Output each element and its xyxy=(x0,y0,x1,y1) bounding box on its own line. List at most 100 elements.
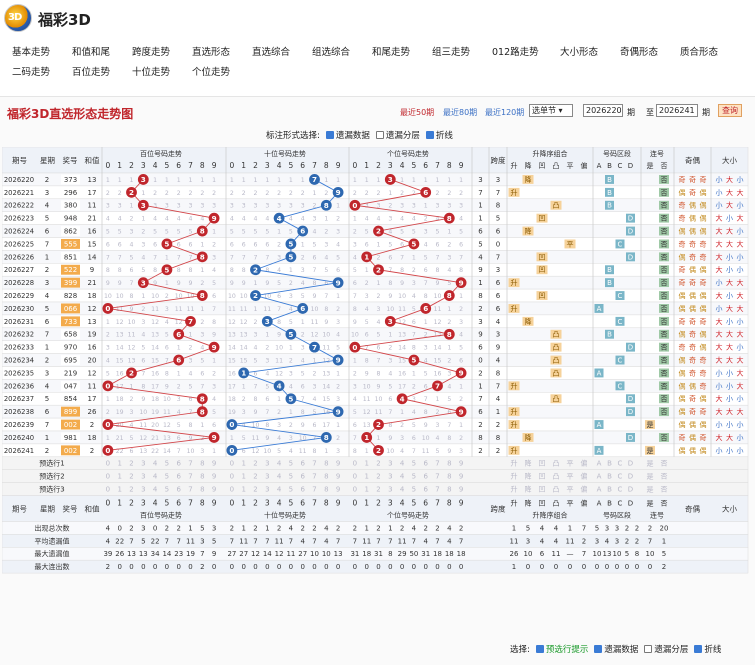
display-option-checkbox-1[interactable] xyxy=(375,131,384,139)
miss-cell: 2 xyxy=(200,190,204,197)
miss-cell: 1 xyxy=(412,370,416,377)
miss-cell: 11 xyxy=(116,306,124,313)
range-select[interactable]: 选单节 ▾ xyxy=(529,104,573,117)
footer-option-option-1[interactable]: 遗漏数据 xyxy=(604,645,639,655)
header-bottom-consec-title: 连号 xyxy=(650,511,664,520)
span-cell: 7 xyxy=(496,382,500,390)
nav-item-1[interactable]: 和值和尾 xyxy=(72,47,111,58)
footer-option-checkbox-3[interactable] xyxy=(694,645,703,653)
range-last-80[interactable]: 最近80期 xyxy=(443,108,478,117)
from-issue-input[interactable]: 2026220 xyxy=(583,104,623,117)
nav-item-8[interactable]: 012路走势 xyxy=(492,47,539,58)
zone-mark xyxy=(605,200,614,210)
to-issue-input[interactable]: 2026241 xyxy=(656,104,698,117)
prize-bg xyxy=(61,251,80,262)
miss-cell: 5 xyxy=(242,228,246,235)
consec-mark xyxy=(659,200,669,210)
footer-option-checkbox-2[interactable] xyxy=(644,645,653,653)
preselect-updown: 升 xyxy=(511,459,518,468)
miss-cell: 5 xyxy=(388,241,392,248)
miss-cell: 4 xyxy=(412,216,416,223)
miss-cell: 16 xyxy=(398,370,406,377)
stats-ge: 7 xyxy=(435,537,439,545)
miss-cell: 3 xyxy=(165,306,169,313)
miss-cell: 15 xyxy=(322,396,330,403)
miss-cell: 14 xyxy=(151,345,159,352)
miss-cell: 1 xyxy=(353,216,357,223)
footer-option-checkbox-1[interactable] xyxy=(594,645,603,653)
display-options: 标注形式选择: 遗漏数据 遗漏分层 折线 xyxy=(266,129,453,141)
updown-mark xyxy=(536,291,548,300)
display-option-option-1[interactable]: 遗漏分层 xyxy=(385,131,420,141)
issue-cell: 2026238 xyxy=(4,408,34,416)
ball-shi xyxy=(273,380,285,392)
nav-item-4[interactable]: 直选综合 xyxy=(252,47,291,58)
range-last-50[interactable]: 最近50期 xyxy=(400,108,435,117)
ball-digit: 4 xyxy=(277,381,282,390)
header-bottom-digit: 7 xyxy=(312,499,317,508)
zone-cell: D xyxy=(628,395,633,403)
miss-cell: 12 xyxy=(363,409,371,416)
miss-cell: 4 xyxy=(177,409,181,416)
ball-digit: 0 xyxy=(105,420,110,429)
ball-digit: 6 xyxy=(300,227,305,236)
nav-item-14[interactable]: 十位走势 xyxy=(132,67,171,78)
footer-option-option-3[interactable]: 折线 xyxy=(704,645,722,655)
footer-option-option-2[interactable]: 遗漏分层 xyxy=(654,645,689,655)
ball-shi xyxy=(332,186,344,198)
span-cell: 5 xyxy=(496,215,500,223)
miss-cell: 6 xyxy=(177,241,181,248)
nav-item-11[interactable]: 质合形态 xyxy=(680,47,719,58)
nav-item-7[interactable]: 组三走势 xyxy=(432,47,471,58)
ball-digit: 2 xyxy=(129,369,134,378)
nav-item-12[interactable]: 二码走势 xyxy=(12,67,51,78)
prize-bg xyxy=(61,329,80,340)
miss-cell: 10 xyxy=(116,293,124,300)
miss-cell: 2 xyxy=(336,306,340,313)
bigsmall-cell: 小 xyxy=(726,317,733,326)
ball-digit: 5 xyxy=(288,394,293,403)
miss-cell: 17 xyxy=(151,383,159,390)
miss-cell: 4 xyxy=(365,306,369,313)
display-option-option-2[interactable]: 折线 xyxy=(435,131,453,141)
week-cell: 4 xyxy=(45,202,50,210)
miss-cell: 4 xyxy=(301,216,305,223)
miss-cell: 1 xyxy=(424,203,428,210)
miss-cell: 7 xyxy=(200,383,204,390)
nav-item-6[interactable]: 和尾走势 xyxy=(372,47,411,58)
miss-cell: 6 xyxy=(447,409,451,416)
nav-item-5[interactable]: 组选综合 xyxy=(312,47,351,58)
preselect-updown: 偏 xyxy=(581,484,588,493)
display-option-checkbox-2[interactable] xyxy=(425,131,434,139)
consec-cell: 否 xyxy=(661,189,668,197)
range-last-120[interactable]: 最近120期 xyxy=(485,108,525,117)
updown-mark xyxy=(550,394,562,404)
nav-item-13[interactable]: 百位走势 xyxy=(72,67,111,78)
miss-cell: 2 xyxy=(412,383,416,390)
miss-cell: 7 xyxy=(177,448,181,455)
miss-cell: 2 xyxy=(106,332,110,339)
footer-option-checkbox-0[interactable] xyxy=(535,645,544,653)
nav-item-10[interactable]: 奇偶形态 xyxy=(620,47,659,58)
stats-bai: 7 xyxy=(176,537,180,545)
nav-item-3[interactable]: 直选形态 xyxy=(192,47,231,58)
preselect-consec: 是 xyxy=(647,485,654,493)
miss-cell: 3 xyxy=(189,203,193,210)
preselect-zone: A xyxy=(597,460,602,468)
ball-ge xyxy=(396,393,408,405)
display-option-checkbox-0[interactable] xyxy=(325,131,334,139)
nav-item-0[interactable]: 基本走势 xyxy=(12,47,51,58)
oddeven-cell: 偶 xyxy=(700,330,707,339)
query-button[interactable]: 查询 xyxy=(718,104,742,117)
preselect-updown: 凹 xyxy=(539,473,546,481)
miss-cell: 3 xyxy=(313,383,317,390)
display-option-option-0[interactable]: 遗漏数据 xyxy=(335,131,370,141)
consec-mark xyxy=(659,265,669,275)
nav-item-15[interactable]: 个位走势 xyxy=(192,67,231,78)
miss-cell: 6 xyxy=(230,241,234,248)
footer-option-option-0[interactable]: 预选行提示 xyxy=(545,645,589,655)
nav-item-2[interactable]: 跨度走势 xyxy=(132,47,171,58)
miss-cell: 1 xyxy=(141,293,145,300)
ball-shi xyxy=(332,277,344,289)
nav-item-9[interactable]: 大小形态 xyxy=(560,47,599,58)
